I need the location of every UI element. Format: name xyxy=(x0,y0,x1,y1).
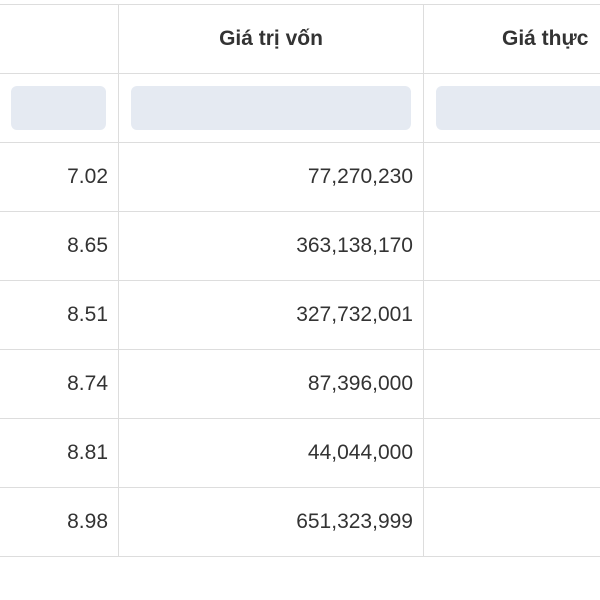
table-cell: 363,138,170 xyxy=(118,211,424,281)
table-cell: 327,732,001 xyxy=(118,280,424,350)
table-row[interactable]: 8.74 87,396,000 xyxy=(0,349,600,419)
table-cell xyxy=(423,280,600,350)
table-cell: 8.65 xyxy=(0,211,119,281)
table-row[interactable]: 8.98 651,323,999 xyxy=(0,487,600,557)
filter-cell-1 xyxy=(0,73,119,143)
filter-input-1[interactable] xyxy=(11,86,106,130)
filter-cell-2 xyxy=(118,73,424,143)
table-cell xyxy=(423,211,600,281)
data-table: Giá trị vốn Giá thực 7.02 77,270,230 xyxy=(0,4,600,557)
table-cell: 44,044,000 xyxy=(118,418,424,488)
table-cell xyxy=(423,487,600,557)
table-row[interactable]: 8.81 44,044,000 xyxy=(0,418,600,488)
table-cell: 8.81 xyxy=(0,418,119,488)
column-header-capital-value[interactable]: Giá trị vốn xyxy=(118,4,424,74)
header-row: Giá trị vốn Giá thực xyxy=(0,4,600,74)
filter-input-capital-value[interactable] xyxy=(131,86,411,130)
table-cell: 651,323,999 xyxy=(118,487,424,557)
column-header-1[interactable] xyxy=(0,4,119,74)
table-cell: 87,396,000 xyxy=(118,349,424,419)
table-cell xyxy=(423,349,600,419)
column-header-actual-price[interactable]: Giá thực xyxy=(423,4,600,74)
filter-cell-3 xyxy=(423,73,600,143)
table-cell xyxy=(423,142,600,212)
table-cell: 8.51 xyxy=(0,280,119,350)
filter-input-actual-price[interactable] xyxy=(436,86,600,130)
table-cell: 77,270,230 xyxy=(118,142,424,212)
table-cell: 8.98 xyxy=(0,487,119,557)
table-cell xyxy=(423,418,600,488)
table-row[interactable]: 7.02 77,270,230 xyxy=(0,142,600,212)
table-cell: 7.02 xyxy=(0,142,119,212)
table-row[interactable]: 8.65 363,138,170 xyxy=(0,211,600,281)
filter-row xyxy=(0,73,600,143)
table-cell: 8.74 xyxy=(0,349,119,419)
table-row[interactable]: 8.51 327,732,001 xyxy=(0,280,600,350)
